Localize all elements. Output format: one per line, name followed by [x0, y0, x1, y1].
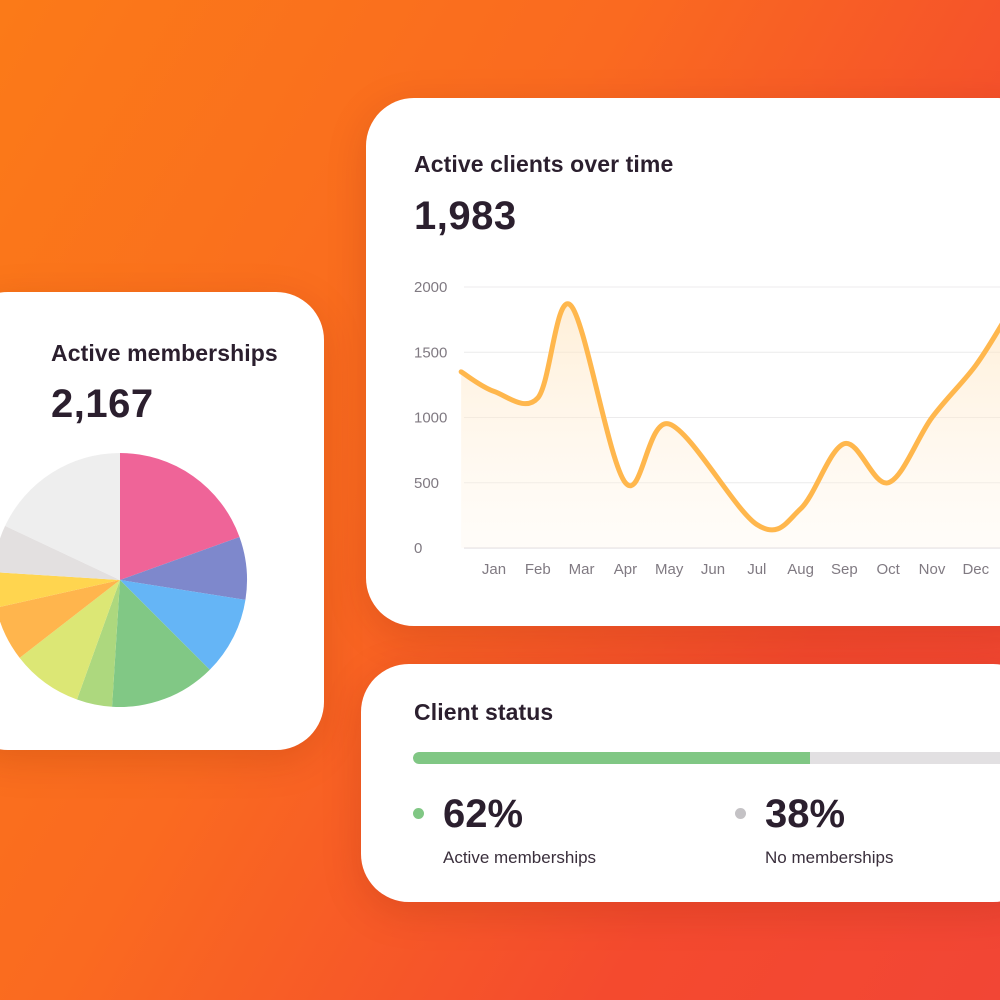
x-tick-label-jul: Jul [747, 561, 766, 578]
x-tick-label-nov: Nov [919, 561, 946, 578]
y-tick-label-1500: 1500 [414, 344, 447, 361]
x-tick-label-apr: Apr [614, 561, 637, 578]
memberships-title: Active memberships [51, 340, 278, 366]
client-status-progress-fill [413, 752, 810, 764]
active-clients-card: Active clients over time 1,983 0 500 1000 1… [366, 98, 1000, 626]
x-tick-label-mar: Mar [569, 561, 595, 578]
active-percent: 62% [443, 792, 524, 836]
x-tick-label-may: May [655, 561, 684, 578]
active-label: Active memberships [443, 848, 597, 867]
active-legend-dot [413, 808, 424, 819]
x-tick-label-jan: Jan [482, 561, 506, 578]
y-tick-label-500: 500 [414, 475, 439, 492]
active-clients-line-chart: 0 500 1000 1500 2000 Jan Feb Mar Apr May Jun Jul Aug… [414, 279, 1000, 578]
memberships-total: 2,167 [51, 382, 154, 426]
client-status-title: Client status [414, 699, 554, 725]
x-tick-label-sep: Sep [831, 561, 858, 578]
x-tick-label-dec: Dec [962, 561, 989, 578]
inactive-percent: 38% [765, 792, 846, 836]
active-clients-title: Active clients over time [414, 151, 674, 177]
y-tick-label-0: 0 [414, 540, 422, 557]
active-clients-line [458, 301, 1000, 533]
client-status-card: Client status 62% Active memberships 38%… [361, 664, 1000, 902]
active-clients-total: 1,983 [414, 194, 517, 238]
y-tick-label-1000: 1000 [414, 410, 447, 427]
x-tick-label-jun: Jun [701, 561, 725, 578]
y-tick-label-2000: 2000 [414, 279, 447, 296]
client-status-progress-bar [413, 752, 1000, 764]
inactive-label: No memberships [765, 848, 894, 867]
x-tick-label-feb: Feb [525, 561, 551, 578]
x-tick-label-oct: Oct [877, 561, 901, 578]
inactive-legend-dot [735, 808, 746, 819]
line-area-fill [461, 303, 1000, 548]
x-tick-label-aug: Aug [787, 561, 814, 578]
